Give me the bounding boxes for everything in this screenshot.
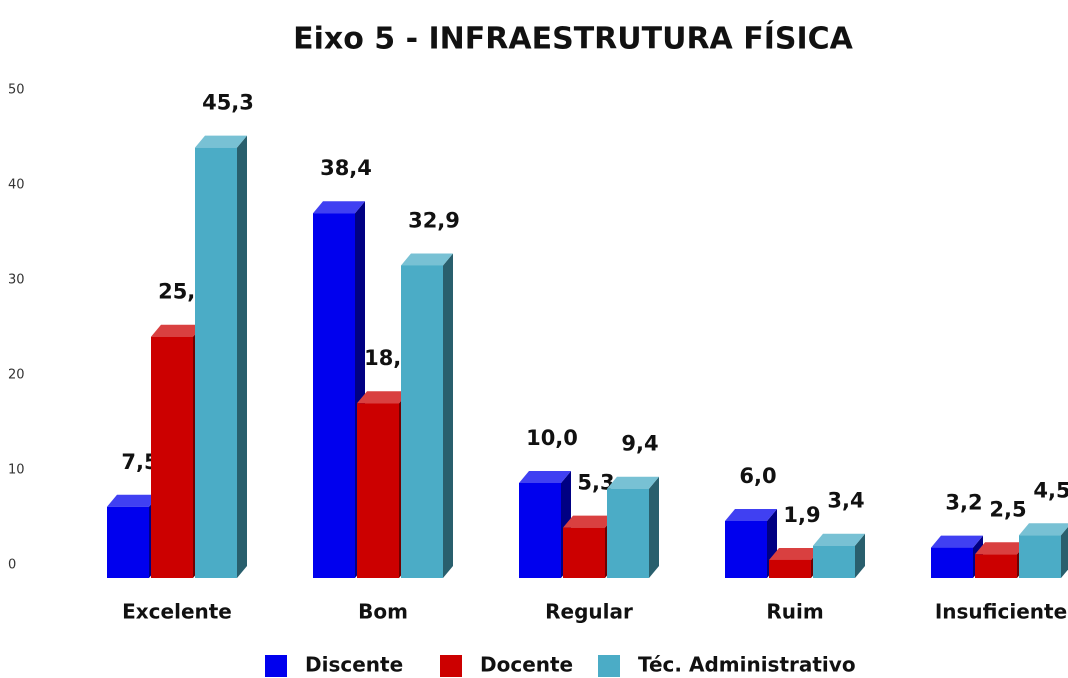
bar [519,483,561,578]
bar-top [107,494,159,507]
bar-side [649,476,659,578]
bar [813,545,855,578]
bar [975,554,1017,578]
bar [401,265,443,578]
bar [151,336,193,578]
y-tick-label: 10 [8,463,25,478]
value-label: 45,3 [202,91,254,115]
value-label: 6,0 [739,464,776,488]
y-tick-label: 30 [8,273,25,288]
bar [357,403,399,578]
bar-top [769,547,821,560]
value-label: 4,5 [1033,478,1068,502]
bar-top [607,476,659,489]
legend-swatch [598,655,620,677]
legend-swatch [440,655,462,677]
y-tick-label: 50 [8,83,25,98]
x-tick-label: Insuficiente [935,600,1067,624]
bar [607,488,649,578]
bar-side [1061,526,1068,578]
bar-side [855,533,865,578]
value-label: 38,4 [320,156,372,180]
legend-swatch [265,655,287,677]
bar [313,213,355,578]
value-label: 5,3 [577,471,614,495]
value-label: 3,2 [945,491,982,515]
value-label: 9,4 [621,432,658,456]
bar-side [237,135,247,578]
bar-top [1019,523,1068,536]
bar-top [519,471,571,483]
bar-top [401,253,453,266]
legend-label: Docente [480,653,573,677]
bar [107,506,149,578]
bar [931,547,973,578]
bar-top [725,509,777,521]
bar-top [313,201,365,214]
y-tick-label: 0 [8,558,16,573]
value-label: 2,5 [989,497,1026,521]
bar [769,559,811,578]
value-label: 10,0 [526,426,578,450]
bar-side [443,253,453,578]
bar-top [357,391,409,404]
legend-label: Discente [305,653,403,677]
value-label: 1,9 [783,503,820,527]
bar-top [195,135,247,148]
chart-title: Eixo 5 - INFRAESTRUTURA FÍSICA [293,21,854,57]
bar [1019,535,1061,578]
x-tick-label: Excelente [122,600,232,624]
bar [563,527,605,578]
bar [195,147,237,578]
x-tick-label: Regular [545,600,633,624]
legend-label: Téc. Administrativo [638,653,856,677]
bar-top [813,533,865,546]
value-label: 32,9 [408,208,460,232]
bar [725,521,767,578]
bar-top [931,535,983,548]
x-tick-label: Bom [358,600,408,624]
y-tick-label: 40 [8,178,25,193]
x-tick-label: Ruim [766,600,823,624]
value-label: 3,4 [827,489,864,513]
bar-top [975,542,1027,555]
bar-top [151,324,203,337]
bar-top [563,515,615,528]
y-tick-label: 20 [8,368,25,383]
